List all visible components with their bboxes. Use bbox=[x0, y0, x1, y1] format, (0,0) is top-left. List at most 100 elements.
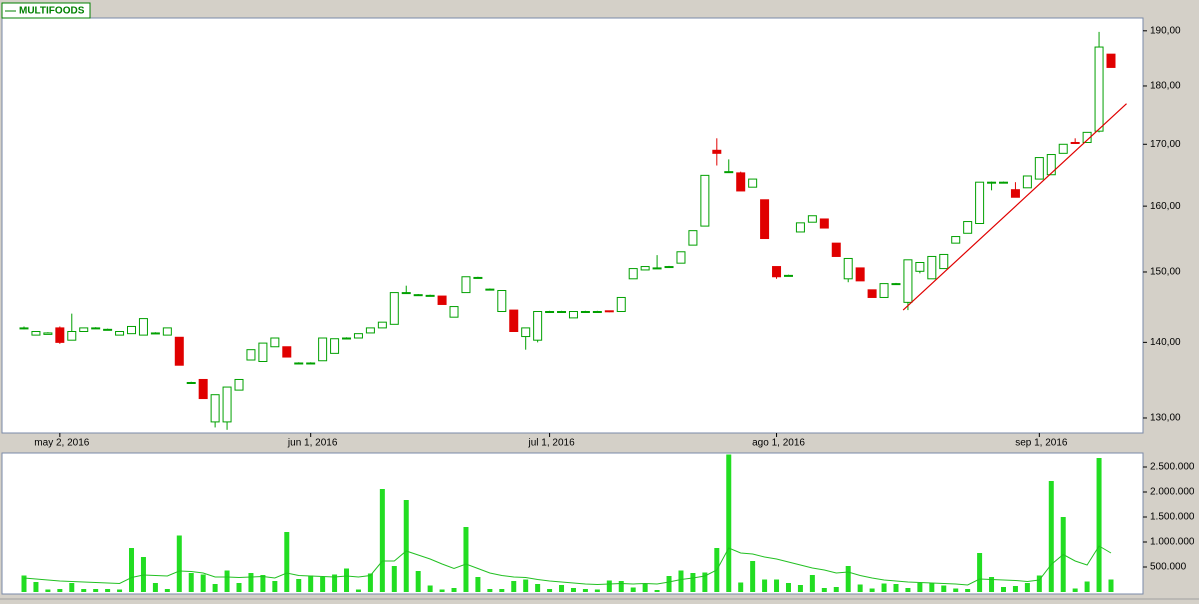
legend-label: MULTIFOODS bbox=[19, 6, 85, 17]
volume-bar bbox=[917, 583, 923, 592]
candle-body bbox=[138, 318, 148, 336]
volume-bar bbox=[965, 589, 971, 592]
y-tick-label: 170,00 bbox=[1150, 139, 1181, 150]
x-tick-label: ago 1, 2016 bbox=[752, 438, 805, 449]
volume-bar bbox=[881, 583, 887, 592]
candle-body bbox=[79, 327, 89, 332]
volume-bar bbox=[379, 489, 385, 592]
candle-body bbox=[676, 251, 686, 264]
volume-bar bbox=[284, 532, 290, 592]
volume-bar bbox=[750, 561, 756, 592]
candle-body bbox=[891, 283, 901, 286]
candle-body bbox=[580, 311, 590, 314]
volume-bar bbox=[320, 577, 326, 592]
candle-body bbox=[115, 330, 125, 336]
candle-body bbox=[389, 292, 399, 325]
candle-body bbox=[210, 394, 220, 423]
volume-bar bbox=[1036, 575, 1042, 592]
candle-body bbox=[831, 242, 841, 257]
candle-body bbox=[43, 332, 53, 335]
volume-bar bbox=[391, 566, 397, 592]
volume-bar bbox=[1072, 588, 1078, 592]
y-tick-label: 1.500.000 bbox=[1150, 512, 1195, 523]
candle-body bbox=[270, 337, 280, 348]
candle-body bbox=[1058, 143, 1068, 154]
candle-body bbox=[186, 382, 196, 385]
volume-bar bbox=[654, 590, 660, 592]
y-tick-label: 150,00 bbox=[1150, 267, 1181, 278]
candle-body bbox=[652, 267, 662, 270]
candle-body bbox=[162, 327, 172, 336]
volume-bar bbox=[618, 581, 624, 592]
candle-body bbox=[1094, 46, 1104, 132]
x-tick-label: jun 1, 2016 bbox=[287, 438, 338, 449]
candle-body bbox=[592, 311, 602, 314]
volume-bar bbox=[929, 583, 935, 592]
volume-bar bbox=[45, 589, 51, 592]
volume-bar bbox=[726, 454, 732, 592]
candle-body bbox=[449, 306, 459, 318]
candle-body bbox=[1022, 175, 1032, 189]
volume-bar bbox=[463, 527, 469, 592]
candle-body bbox=[330, 338, 340, 354]
candle-body bbox=[55, 327, 65, 343]
candle-body bbox=[664, 266, 674, 269]
volume-bar bbox=[594, 589, 600, 592]
volume-bar bbox=[212, 584, 218, 592]
candle-body bbox=[987, 181, 997, 184]
candle-body bbox=[377, 321, 387, 329]
trend-line bbox=[902, 103, 1127, 311]
candle-body bbox=[1106, 53, 1116, 68]
volume-bar bbox=[630, 587, 636, 592]
volume-bar bbox=[1012, 586, 1018, 592]
candle-body bbox=[736, 172, 746, 192]
candle-body bbox=[819, 218, 829, 229]
candle-body bbox=[246, 349, 256, 361]
candle-body bbox=[353, 333, 363, 339]
volume-bar bbox=[547, 589, 553, 592]
candle-body bbox=[772, 266, 782, 278]
candle-body bbox=[67, 330, 77, 341]
candle-body bbox=[1082, 131, 1092, 143]
candle-body bbox=[91, 327, 101, 330]
candle-body bbox=[533, 311, 543, 341]
candle-body bbox=[127, 325, 137, 335]
volume-bar bbox=[666, 576, 672, 592]
volume-bar bbox=[176, 535, 182, 592]
candle-body bbox=[1046, 154, 1056, 176]
volume-bar bbox=[105, 589, 111, 592]
volume-bar bbox=[487, 589, 493, 592]
volume-bar bbox=[451, 588, 457, 592]
y-tick-label: 180,00 bbox=[1150, 81, 1181, 92]
candle-body bbox=[951, 236, 961, 244]
candle-body bbox=[413, 294, 423, 297]
volume-bar bbox=[200, 574, 206, 592]
volume-bar bbox=[439, 589, 445, 592]
candle-body bbox=[174, 336, 184, 366]
candle-body bbox=[640, 266, 650, 271]
candle-body bbox=[867, 289, 877, 298]
volume-bar bbox=[499, 589, 505, 592]
volume-bar bbox=[702, 572, 708, 592]
candle-body bbox=[843, 257, 853, 280]
volume-bar bbox=[1096, 458, 1102, 592]
volume-bar bbox=[260, 575, 266, 592]
volume-bar bbox=[344, 568, 350, 592]
candle-body bbox=[318, 337, 328, 362]
volume-bar bbox=[224, 570, 230, 592]
y-tick-label: 2.500.000 bbox=[1150, 462, 1195, 473]
volume-average bbox=[23, 545, 1112, 586]
candle-body bbox=[497, 290, 507, 313]
candle-body bbox=[700, 174, 710, 227]
candle-body bbox=[939, 253, 949, 270]
x-tick-label: may 2, 2016 bbox=[34, 438, 89, 449]
candle-body bbox=[998, 181, 1008, 184]
volume-bar bbox=[606, 580, 612, 592]
candle-body bbox=[557, 311, 567, 314]
volume-bar bbox=[69, 583, 75, 592]
volume-bar bbox=[21, 575, 27, 592]
volume-bar bbox=[415, 571, 421, 592]
volume-bar bbox=[117, 589, 123, 592]
candle-body bbox=[485, 288, 495, 291]
